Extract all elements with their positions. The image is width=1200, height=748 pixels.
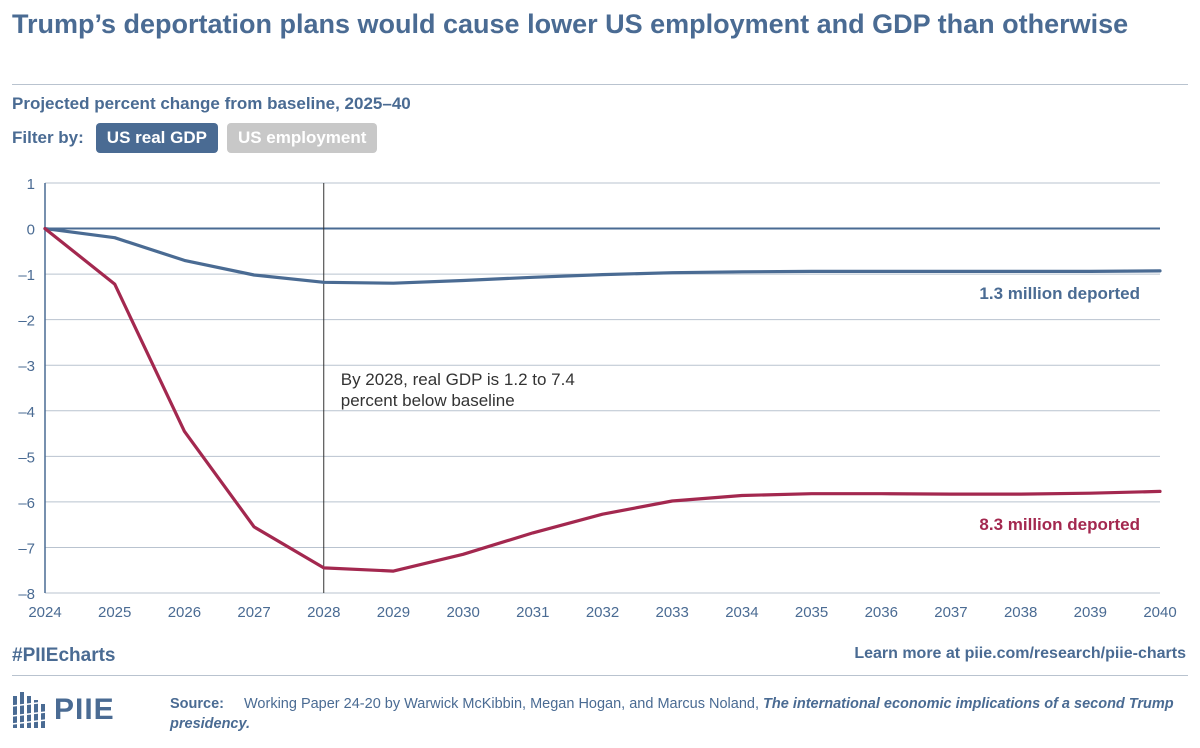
piie-columns-icon bbox=[12, 692, 46, 728]
x-tick-label: 2040 bbox=[1143, 604, 1176, 621]
filter-bar: Filter by: US real GDP US employment bbox=[12, 123, 386, 153]
y-tick-label: –5 bbox=[18, 449, 35, 466]
y-tick-label: –2 bbox=[18, 313, 35, 330]
y-tick-label: –4 bbox=[18, 404, 35, 421]
y-tick-label: –8 bbox=[18, 586, 35, 603]
series-line-high bbox=[43, 226, 1162, 573]
x-tick-label: 2035 bbox=[795, 604, 828, 621]
x-tick-label: 2034 bbox=[725, 604, 758, 621]
x-tick-label: 2026 bbox=[168, 604, 201, 621]
y-tick-label: 0 bbox=[27, 222, 35, 239]
x-tick-label: 2032 bbox=[586, 604, 619, 621]
y-tick-label: 1 bbox=[27, 176, 35, 193]
filter-button-us-real-gdp[interactable]: US real GDP bbox=[95, 123, 218, 153]
filter-label: Filter by: bbox=[12, 128, 84, 147]
x-tick-label: 2028 bbox=[307, 604, 340, 621]
piie-logo: PIIE bbox=[12, 690, 115, 730]
source-title: The international economic implications … bbox=[170, 696, 1174, 732]
annotation-text: percent below baseline bbox=[341, 391, 515, 410]
x-tick-label: 2039 bbox=[1074, 604, 1107, 621]
x-tick-label: 2029 bbox=[377, 604, 410, 621]
y-tick-label: –3 bbox=[18, 358, 35, 375]
source-note: Source: Working Paper 24-20 by Warwick Mc… bbox=[170, 694, 1185, 734]
y-tick-label: –6 bbox=[18, 495, 35, 512]
series-label: 1.3 million deported bbox=[979, 284, 1140, 303]
annotation-text: By 2028, real GDP is 1.2 to 7.4 bbox=[341, 370, 575, 389]
y-tick-label: –1 bbox=[18, 267, 35, 284]
x-tick-label: 2037 bbox=[934, 604, 967, 621]
title-divider bbox=[12, 84, 1188, 85]
chart-subtitle: Projected percent change from baseline, … bbox=[12, 94, 411, 113]
x-tick-label: 2025 bbox=[98, 604, 131, 621]
y-tick-label: –7 bbox=[18, 540, 35, 557]
x-tick-label: 2024 bbox=[28, 604, 61, 621]
x-tick-label: 2038 bbox=[1004, 604, 1037, 621]
x-tick-label: 2036 bbox=[865, 604, 898, 621]
x-tick-label: 2027 bbox=[237, 604, 270, 621]
hashtag: #PIIEcharts bbox=[12, 645, 116, 666]
filter-button-us-employment[interactable]: US employment bbox=[226, 123, 378, 153]
x-tick-label: 2031 bbox=[516, 604, 549, 621]
series-label: 8.3 million deported bbox=[979, 515, 1140, 534]
learn-more-link[interactable]: Learn more at piie.com/research/piie-cha… bbox=[854, 645, 1186, 662]
x-tick-label: 2030 bbox=[446, 604, 479, 621]
footer-divider bbox=[12, 675, 1188, 676]
source-label: Source: bbox=[170, 696, 224, 712]
series-line-low bbox=[43, 226, 1162, 285]
chart-title: Trump’s deportation plans would cause lo… bbox=[12, 9, 1129, 39]
x-tick-label: 2033 bbox=[656, 604, 689, 621]
logo-wordmark: PIIE bbox=[54, 693, 115, 726]
source-text: Working Paper 24-20 by Warwick McKibbin,… bbox=[244, 696, 764, 712]
